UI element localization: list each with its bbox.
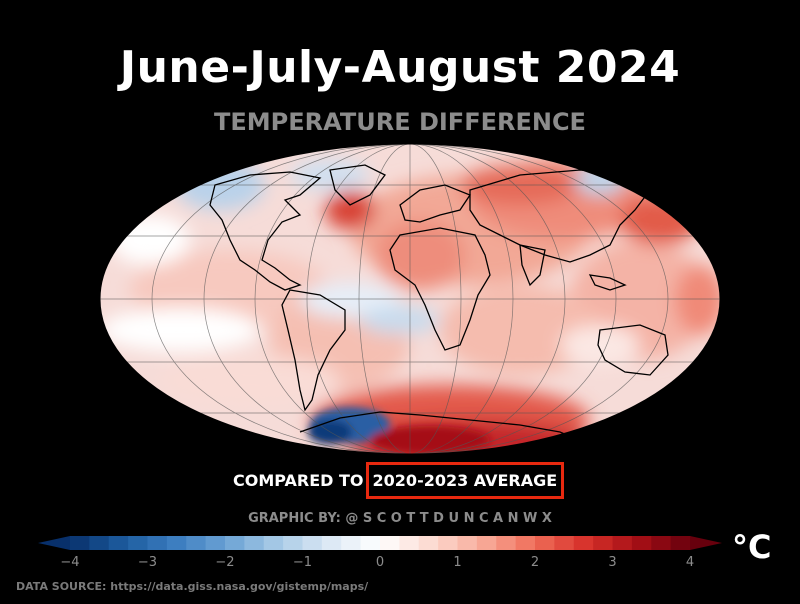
colorbar-cell [515, 536, 536, 550]
colorbar-cell [244, 536, 265, 550]
colorbar-cell [612, 536, 633, 550]
colorbar: −4 −3 −2 −1 0 1 2 3 4 [38, 536, 722, 570]
colorbar-cell [380, 536, 400, 550]
data-source: DATA SOURCE: https://data.giss.nasa.gov/… [16, 580, 369, 593]
comparison-prefix: COMPARED TO [233, 471, 364, 490]
map-title: June-July-August 2024 [119, 42, 681, 93]
colorbar-cell [573, 536, 594, 550]
colorbar-cell [225, 536, 245, 550]
colorbar-tick-label: 4 [686, 555, 694, 570]
anomaly-field [100, 144, 720, 454]
colorbar-cell [70, 536, 90, 550]
colorbar-tick-label: 3 [608, 555, 616, 570]
colorbar-cell [283, 536, 303, 550]
colorbar-cell [496, 536, 517, 550]
map-subtitle: TEMPERATURE DIFFERENCE [214, 108, 586, 136]
colorbar-cells [38, 536, 722, 550]
units-label: °C [732, 528, 772, 566]
colorbar-tick-label: −1 [293, 555, 312, 570]
colorbar-cell [341, 536, 362, 550]
colorbar-min-arrow [38, 536, 70, 550]
colorbar-cell [128, 536, 148, 550]
colorbar-cell [89, 536, 110, 550]
colorbar-max-arrow [690, 536, 722, 550]
colorbar-cell [457, 536, 478, 550]
colorbar-tick-label: −4 [60, 555, 79, 570]
colorbar-cell [554, 536, 575, 550]
colorbar-cell [670, 536, 691, 550]
comparison-label: COMPARED TO 2020-2023 AVERAGE [233, 462, 565, 499]
colorbar-cell [631, 536, 652, 550]
graphic-credit: GRAPHIC BY: @ S C O T T D U N C A N W X [248, 511, 552, 526]
colorbar-cell [535, 536, 555, 550]
colorbar-tick-label: −2 [215, 555, 234, 570]
colorbar-cell [399, 536, 420, 550]
graticule [100, 144, 720, 454]
colorbar-cell [302, 536, 323, 550]
colorbar-tick-label: 0 [376, 555, 384, 570]
colorbar-cell [593, 536, 613, 550]
colorbar-cell [263, 536, 284, 550]
colorbar-cell [108, 536, 129, 550]
colorbar-cell [476, 536, 497, 550]
colorbar-cell [438, 536, 458, 550]
colorbar-ticks: −4 −3 −2 −1 0 1 2 3 4 [60, 555, 694, 570]
colorbar-tick-label: 1 [453, 555, 461, 570]
colorbar-cell [321, 536, 342, 550]
colorbar-cell [360, 536, 381, 550]
colorbar-cell [418, 536, 439, 550]
colorbar-cell [186, 536, 207, 550]
colorbar-tick-label: −3 [138, 555, 157, 570]
globe-border [99, 143, 721, 455]
colorbar-cell [205, 536, 226, 550]
comparison-baseline-highlight: 2020-2023 AVERAGE [365, 462, 565, 499]
colorbar-cell [147, 536, 168, 550]
colorbar-cell [166, 536, 187, 550]
colorbar-tick-label: 2 [531, 555, 539, 570]
colorbar-cell [651, 536, 672, 550]
